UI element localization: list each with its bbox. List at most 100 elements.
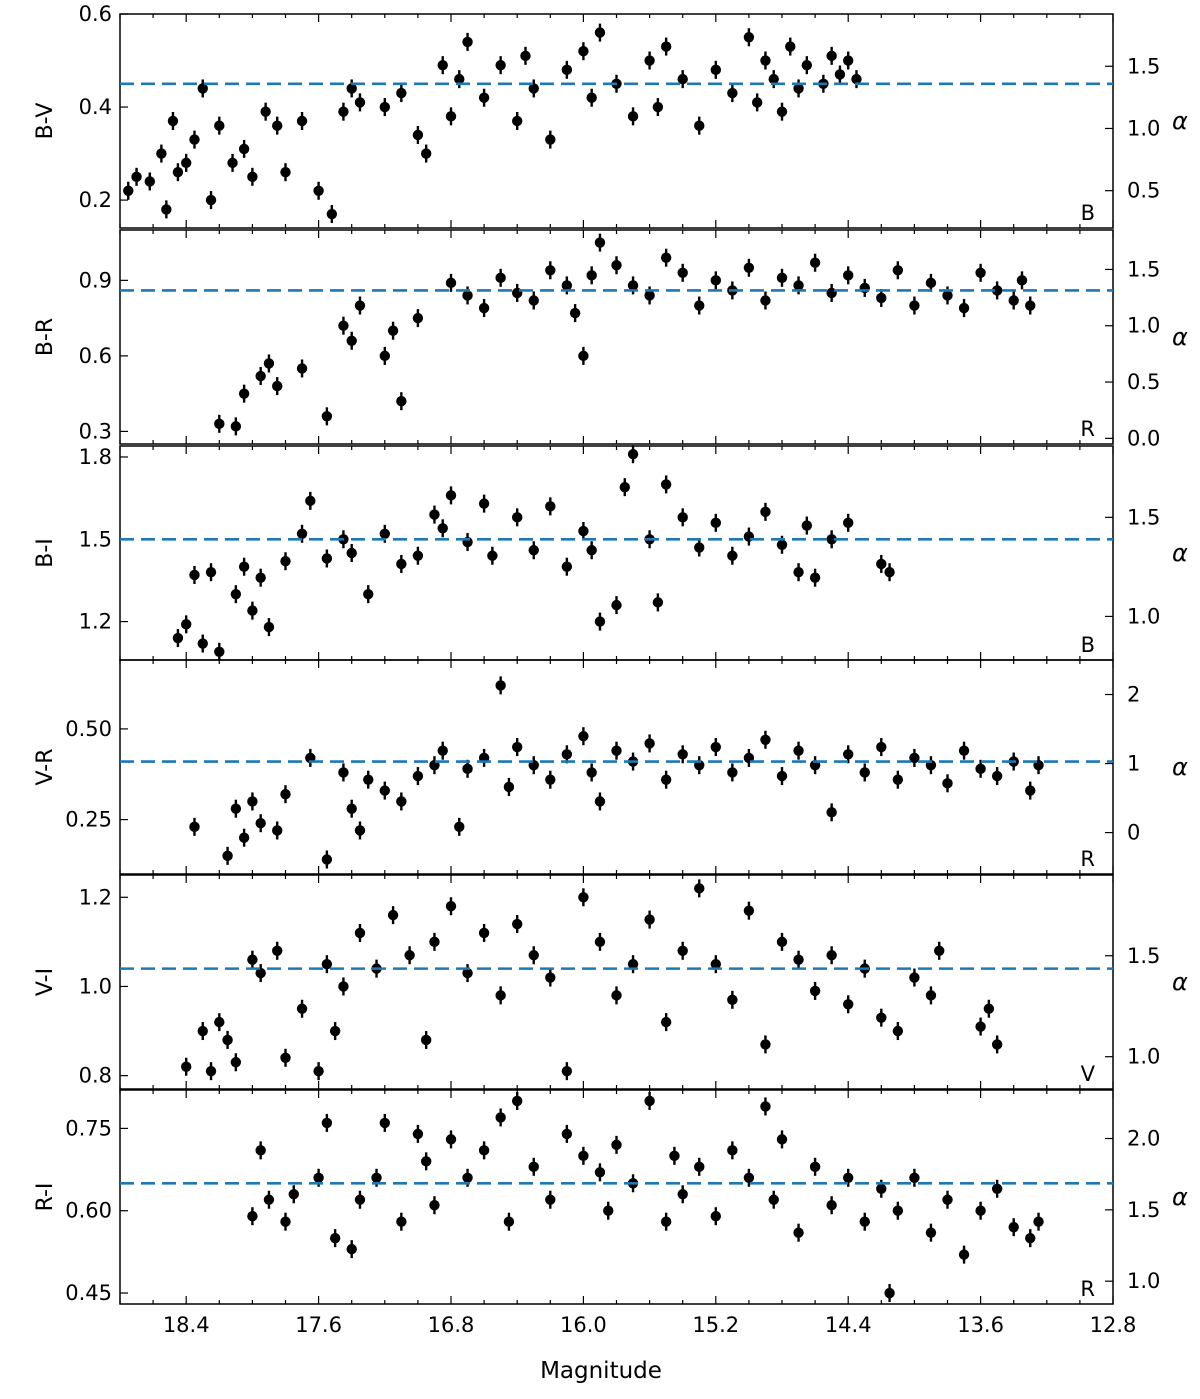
x-tick-label: 14.4 — [825, 1313, 872, 1337]
data-point — [454, 70, 465, 89]
data-marker — [338, 981, 349, 992]
data-point — [346, 544, 357, 562]
data-marker — [437, 523, 448, 534]
x-tick-label: 16.0 — [560, 1313, 607, 1337]
data-marker — [594, 1167, 606, 1178]
data-point — [776, 767, 788, 786]
data-marker — [578, 1150, 589, 1162]
data-marker — [925, 1227, 937, 1238]
data-marker — [652, 101, 664, 113]
data-point — [512, 112, 523, 130]
data-marker — [1025, 785, 1036, 796]
data-marker — [263, 621, 275, 633]
data-marker — [255, 818, 266, 829]
data-point — [321, 549, 333, 568]
data-marker — [727, 767, 738, 778]
y2-tick-label: 1.0 — [1127, 116, 1160, 140]
data-point — [545, 261, 556, 280]
data-marker — [167, 115, 179, 127]
data-point — [437, 56, 448, 75]
data-marker — [512, 741, 523, 753]
data-point — [991, 1179, 1003, 1198]
data-marker — [487, 550, 498, 561]
data-marker — [462, 967, 473, 979]
data-marker — [321, 553, 333, 564]
data-marker — [503, 781, 515, 793]
data-point — [644, 734, 655, 753]
y-axis-label: V-R — [33, 749, 58, 786]
data-point — [272, 941, 283, 960]
data-marker — [181, 1061, 192, 1072]
data-marker — [313, 1172, 324, 1183]
data-point — [189, 565, 200, 584]
data-marker — [131, 171, 142, 183]
data-marker — [793, 954, 804, 965]
data-marker — [760, 734, 771, 745]
data-marker — [859, 1216, 870, 1227]
data-marker — [321, 1117, 333, 1129]
data-marker — [197, 83, 208, 94]
data-point — [354, 93, 366, 112]
y-axis-label: B-V — [33, 103, 58, 140]
data-point — [313, 181, 324, 200]
data-point — [561, 557, 573, 576]
data-point — [478, 88, 490, 107]
data-point — [611, 741, 622, 760]
data-point — [255, 1141, 266, 1160]
data-point — [167, 112, 179, 130]
data-marker — [710, 275, 721, 286]
data-marker — [627, 280, 639, 291]
data-point — [296, 359, 308, 378]
data-point — [826, 803, 837, 822]
data-point — [991, 767, 1003, 786]
data-marker — [412, 1128, 424, 1140]
data-marker — [743, 262, 755, 273]
y2-tick-label: 1.0 — [1127, 314, 1160, 338]
data-marker — [776, 1134, 788, 1145]
data-marker — [161, 204, 172, 215]
y2-axis-label: α — [1172, 323, 1188, 351]
data-marker — [768, 1194, 779, 1205]
data-point — [387, 321, 399, 340]
data-point — [429, 756, 440, 775]
data-marker — [851, 73, 862, 85]
data-point — [503, 1212, 515, 1231]
data-marker — [793, 83, 804, 94]
data-point — [379, 346, 390, 365]
data-point — [346, 79, 357, 98]
data-marker — [694, 1161, 705, 1173]
data-point — [743, 527, 755, 546]
data-marker — [644, 55, 655, 66]
data-point — [379, 781, 390, 800]
data-marker — [247, 1211, 258, 1222]
data-point — [1008, 291, 1019, 310]
data-point — [462, 964, 473, 983]
data-point — [197, 79, 208, 98]
data-point — [809, 756, 821, 775]
data-marker — [603, 1205, 614, 1216]
data-point — [561, 1124, 573, 1143]
data-marker — [826, 950, 837, 961]
data-marker — [958, 302, 970, 314]
data-marker — [528, 545, 539, 556]
data-marker — [354, 97, 366, 108]
data-marker — [354, 825, 366, 836]
data-point — [851, 70, 862, 89]
data-marker — [445, 277, 457, 289]
data-point — [785, 37, 796, 56]
y2-axis-label: α — [1172, 968, 1188, 996]
data-marker — [495, 680, 506, 691]
data-marker — [1033, 1216, 1044, 1227]
data-marker — [859, 767, 870, 778]
data-point — [694, 756, 705, 775]
data-marker — [396, 87, 407, 99]
data-marker — [313, 185, 324, 196]
data-point — [272, 116, 283, 135]
data-point — [495, 1108, 506, 1127]
data-marker — [776, 770, 788, 782]
data-marker — [644, 1095, 655, 1107]
data-point — [876, 1008, 887, 1027]
data-point — [478, 923, 490, 942]
data-point — [420, 144, 432, 163]
